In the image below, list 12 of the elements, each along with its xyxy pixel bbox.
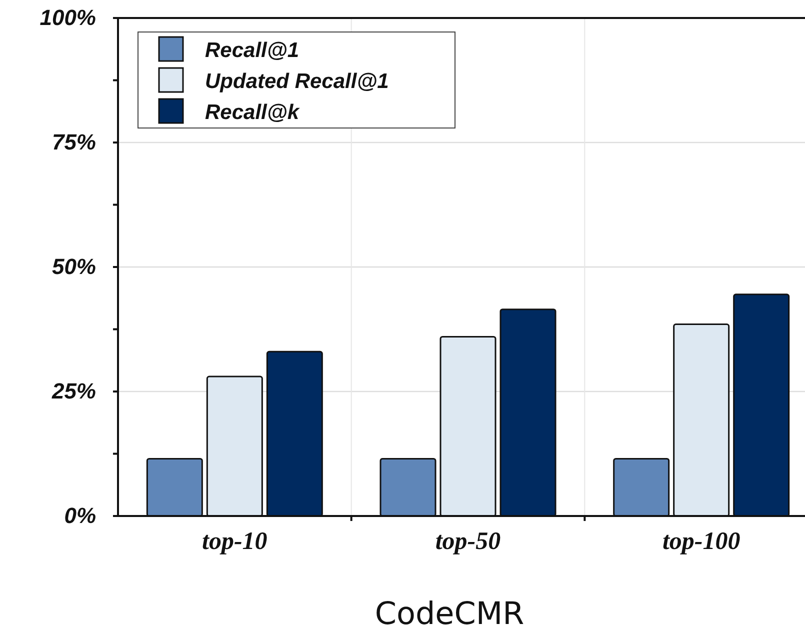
y-tick-label: 0% bbox=[64, 503, 96, 528]
x-axis-title: CodeCMR bbox=[374, 596, 524, 630]
x-tick-label: top-10 bbox=[202, 528, 268, 555]
legend-label: Updated Recall@1 bbox=[205, 70, 389, 93]
y-tick-label: 100% bbox=[40, 5, 96, 30]
x-tick-label: top-100 bbox=[662, 528, 741, 555]
y-tick-label: 50% bbox=[52, 254, 96, 280]
legend-label: Recall@k bbox=[205, 101, 300, 124]
x-tick-label: top-50 bbox=[435, 528, 502, 555]
legend-label: Recall@1 bbox=[205, 39, 300, 62]
y-tick-label: 25% bbox=[50, 378, 96, 404]
y-tick-label: 75% bbox=[52, 130, 96, 155]
